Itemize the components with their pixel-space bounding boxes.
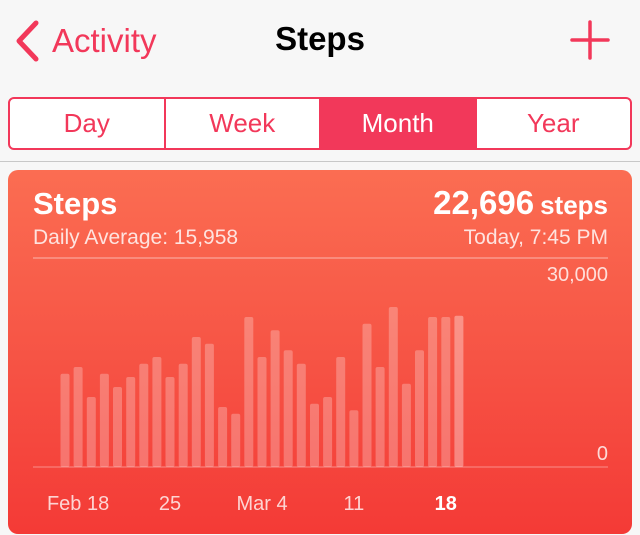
segment-month[interactable]: Month [321, 99, 477, 148]
chart-bar [178, 363, 188, 467]
page-title: Steps [275, 20, 365, 57]
navigation-bar: Activity Steps [0, 0, 640, 82]
chart-bar [428, 317, 438, 467]
chart-bar [191, 337, 201, 467]
chart-bar [165, 377, 175, 467]
daily-average: Daily Average: 15,958 [33, 226, 239, 249]
chart-bar [401, 383, 411, 467]
chart-bar [139, 363, 149, 467]
chart-bar [388, 307, 398, 467]
chart-bar [231, 413, 241, 467]
chart-bar [454, 315, 464, 467]
chart-bar [323, 397, 333, 467]
chart-bar [113, 387, 122, 467]
x-tick-label: 11 [344, 493, 365, 515]
card-timestamp: Today, 7:45 PM [463, 226, 608, 249]
chart-bar [244, 317, 254, 467]
chart-bar [270, 330, 280, 467]
plus-icon [570, 20, 610, 60]
y-tick-label: 0 [597, 443, 608, 465]
chart-bar [86, 397, 96, 467]
chart-bar [375, 367, 385, 467]
chart-bar [73, 367, 83, 467]
x-tick-label: Mar 4 [236, 493, 287, 515]
back-button[interactable]: Activity [14, 18, 157, 64]
chart-bar [441, 317, 451, 467]
x-tick-label: 25 [159, 493, 181, 515]
x-tick-label: Feb 18 [47, 493, 109, 515]
chart-bar [362, 323, 372, 467]
steps-total-value: 22,696 [433, 184, 535, 221]
steps-card[interactable]: Steps Daily Average: 15,958 22,696 steps … [8, 170, 632, 534]
segment-day[interactable]: Day [10, 99, 166, 148]
back-label: Activity [52, 22, 157, 59]
x-tick-label: 18 [435, 493, 457, 515]
chart-bar [310, 403, 319, 467]
chevron-left-icon [16, 20, 39, 62]
chart-bar [257, 357, 267, 467]
chart-bar [349, 410, 359, 467]
chart-bar [415, 350, 424, 467]
period-segmented-control: Day Week Month Year [8, 97, 632, 150]
chart-bar [60, 373, 70, 467]
add-data-button[interactable] [570, 20, 610, 60]
chart-bar [126, 377, 136, 467]
chart-bar [152, 357, 162, 467]
chart-bar [296, 363, 306, 467]
chart-bar [283, 350, 293, 467]
segment-year[interactable]: Year [526, 108, 580, 138]
header-divider [0, 161, 640, 162]
chart-bar [218, 407, 228, 467]
chart-bar [204, 343, 214, 467]
steps-total-unit: steps [540, 190, 608, 220]
steps-total: 22,696 steps [433, 184, 608, 222]
card-title: Steps [33, 186, 118, 221]
steps-bar-chart: 30,000 0 Feb 18 25 Mar 4 11 18 [33, 257, 608, 515]
segment-week[interactable]: Week [166, 99, 321, 148]
chart-bar [336, 357, 346, 467]
y-tick-label: 30,000 [547, 264, 608, 286]
chart-bar [99, 373, 109, 467]
